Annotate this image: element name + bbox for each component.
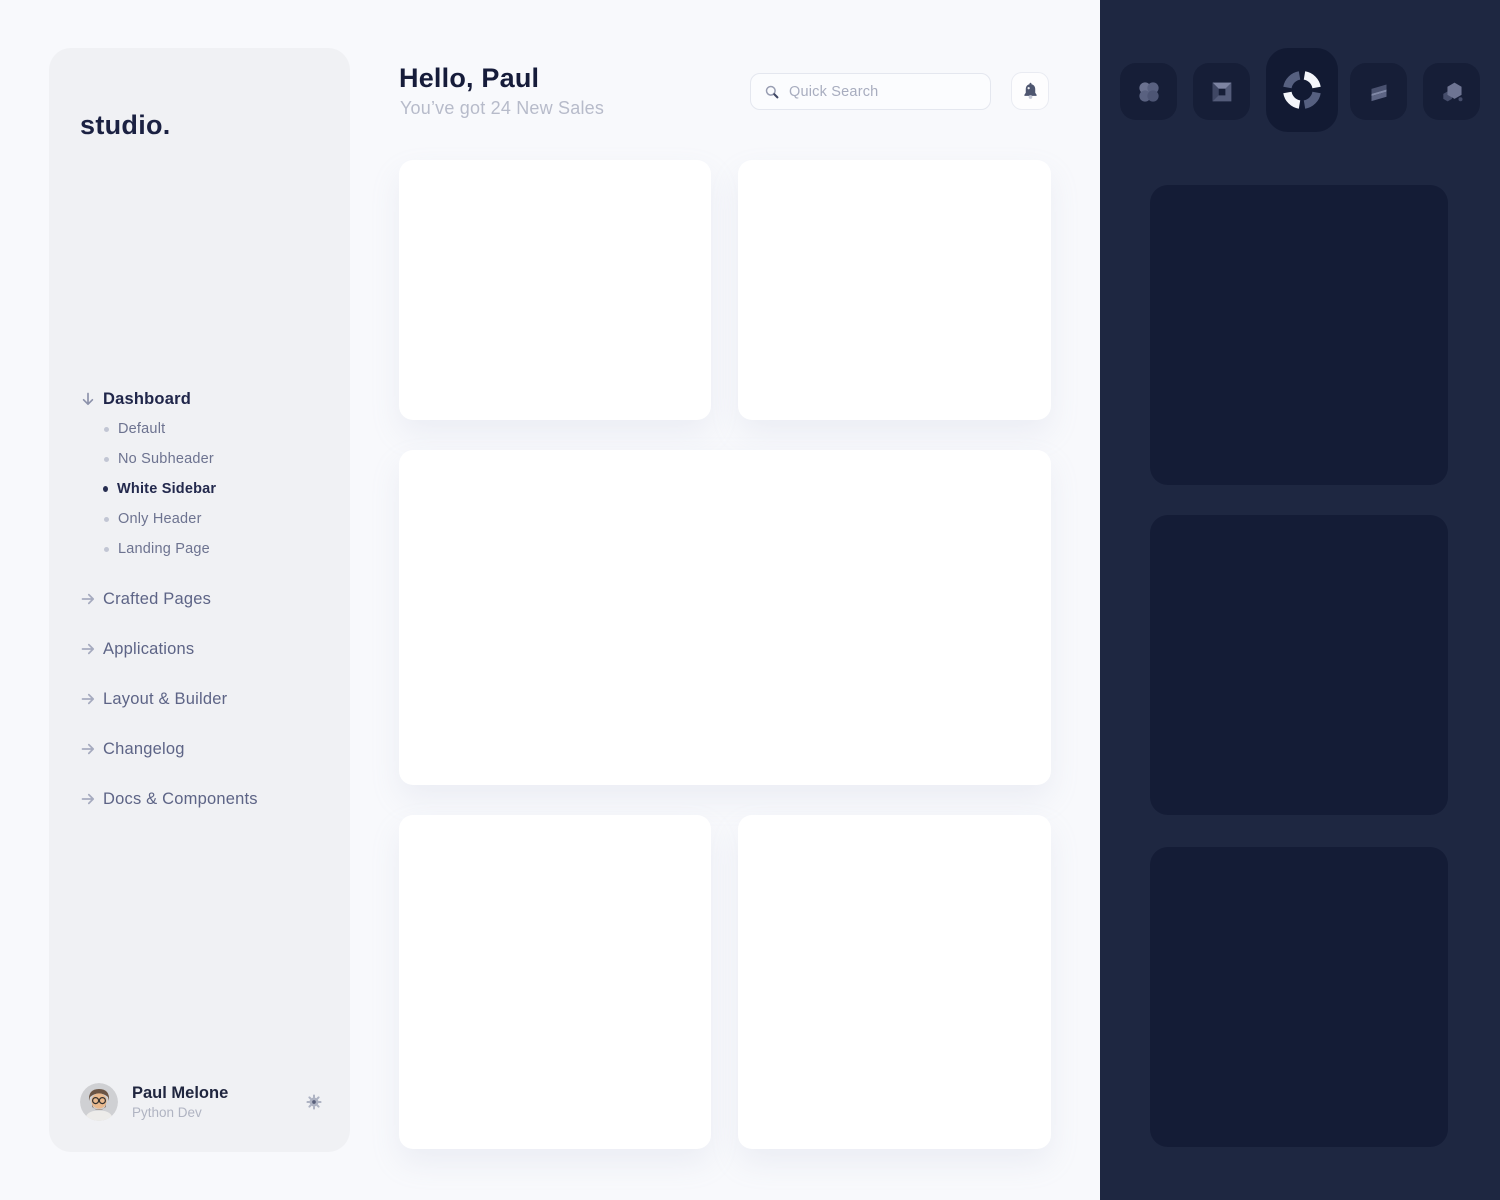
avatar xyxy=(80,1083,118,1121)
rail-tab-sync-active[interactable] xyxy=(1266,48,1338,132)
right-rail xyxy=(1100,0,1500,1200)
arrow-right-icon xyxy=(81,643,95,655)
arrow-right-icon xyxy=(81,743,95,755)
sidebar-subitem-label: Only Header xyxy=(118,511,202,527)
quick-search xyxy=(750,73,991,110)
app-logo[interactable]: studio. xyxy=(80,110,171,140)
frame-icon xyxy=(1212,82,1231,101)
rail-card xyxy=(1150,847,1448,1147)
sidebar-subitem-label: Landing Page xyxy=(118,541,210,557)
sidebar-item-applications[interactable]: Applications xyxy=(49,624,350,674)
arrow-down-icon xyxy=(82,392,94,406)
search-icon xyxy=(765,85,779,98)
page-title: Hello, Paul xyxy=(399,63,540,93)
rail-tab-hexagon[interactable] xyxy=(1423,63,1480,120)
arrow-right-icon xyxy=(81,693,95,705)
sidebar-item-dashboard[interactable]: Dashboard xyxy=(49,384,350,414)
sidebar-item-layout-builder[interactable]: Layout & Builder xyxy=(49,674,350,724)
hexagon-icon xyxy=(1442,82,1462,101)
bullet-icon xyxy=(104,426,109,432)
sidebar-item-changelog[interactable]: Changelog xyxy=(49,724,350,774)
sidebar-subitem-label: White Sidebar xyxy=(117,481,217,497)
clover-icon xyxy=(1138,81,1159,102)
sync-icon xyxy=(1283,71,1321,109)
content-card xyxy=(399,815,711,1149)
rail-card xyxy=(1150,185,1448,485)
notifications-button[interactable] xyxy=(1011,72,1049,110)
sidebar-subitem-only-header[interactable]: Only Header xyxy=(49,504,350,534)
bullet-icon xyxy=(104,456,109,462)
page-subtitle: You’ve got 24 New Sales xyxy=(400,98,605,118)
arrow-right-icon xyxy=(81,793,95,805)
sidebar-nav: Dashboard Default No Subheader White Sid… xyxy=(49,384,350,824)
content-card-wide xyxy=(399,450,1051,785)
bullet-icon xyxy=(104,516,109,522)
sidebar-subitem-landing-page[interactable]: Landing Page xyxy=(49,534,350,564)
settings-gear-icon[interactable] xyxy=(304,1092,324,1112)
dashboard-submenu: Default No Subheader White Sidebar Only … xyxy=(49,414,350,564)
profile-meta: Paul Melone Python Dev xyxy=(132,1084,304,1120)
sidebar-subitem-label: Default xyxy=(118,421,166,437)
content-card xyxy=(399,160,711,420)
bullet-icon xyxy=(104,546,109,552)
arrow-right-icon xyxy=(81,593,95,605)
layers-icon xyxy=(1371,84,1386,101)
rail-tab-frame[interactable] xyxy=(1193,63,1250,120)
bullet-icon xyxy=(103,486,108,492)
sidebar-item-label: Crafted Pages xyxy=(103,589,212,608)
rail-tab-clover[interactable] xyxy=(1120,63,1177,120)
sidebar-item-label: Layout & Builder xyxy=(103,689,228,708)
search-input[interactable] xyxy=(789,83,969,100)
content-card xyxy=(738,160,1051,420)
sidebar: studio. Dashboard Default No Subheader W… xyxy=(49,48,350,1152)
sidebar-subitem-label: No Subheader xyxy=(118,451,214,467)
sidebar-subitem-default[interactable]: Default xyxy=(49,414,350,444)
sidebar-subitem-white-sidebar[interactable]: White Sidebar xyxy=(49,474,350,504)
profile-role: Python Dev xyxy=(132,1104,202,1120)
profile-name: Paul Melone xyxy=(132,1084,229,1103)
sidebar-subitem-no-subheader[interactable]: No Subheader xyxy=(49,444,350,474)
sidebar-item-crafted-pages[interactable]: Crafted Pages xyxy=(49,574,350,624)
rail-card xyxy=(1150,515,1448,815)
user-profile: Paul Melone Python Dev xyxy=(80,1083,324,1121)
sidebar-item-label: Docs & Components xyxy=(103,789,258,808)
sidebar-item-label: Applications xyxy=(103,639,195,658)
sidebar-item-label: Dashboard xyxy=(103,389,191,408)
content-card xyxy=(738,815,1051,1149)
rail-tab-layers[interactable] xyxy=(1350,63,1407,120)
bell-icon xyxy=(1023,82,1037,99)
sidebar-item-label: Changelog xyxy=(103,739,185,758)
sidebar-item-docs-components[interactable]: Docs & Components xyxy=(49,774,350,824)
